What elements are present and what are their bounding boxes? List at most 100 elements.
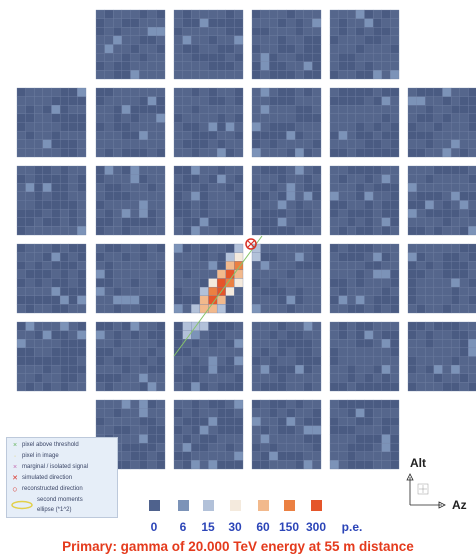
camera-module	[329, 9, 400, 80]
camera-pixel	[156, 27, 166, 37]
camera-pixel	[16, 200, 26, 210]
camera-pixel	[199, 347, 209, 357]
camera-pixel	[199, 9, 209, 19]
camera-pixel	[303, 417, 313, 427]
camera-pixel	[173, 226, 183, 236]
camera-pixel	[303, 442, 313, 452]
camera-pixel	[450, 130, 460, 140]
camera-module	[251, 399, 322, 470]
camera-pixel	[269, 373, 279, 383]
camera-pixel	[16, 339, 26, 349]
camera-pixel	[355, 460, 365, 470]
camera-pixel	[147, 52, 157, 62]
camera-pixel	[59, 139, 69, 149]
camera-pixel	[286, 122, 296, 132]
camera-pixel	[138, 304, 148, 314]
camera-pixel	[147, 18, 157, 28]
camera-pixel	[113, 61, 123, 71]
camera-pixel	[104, 35, 114, 45]
camera-pixel	[312, 139, 322, 149]
camera-pixel	[372, 217, 382, 227]
camera-pixel	[234, 339, 244, 349]
camera-pixel	[312, 61, 322, 71]
camera-pixel	[59, 148, 69, 158]
camera-pixel	[459, 139, 469, 149]
camera-pixel	[390, 434, 400, 444]
camera-pixel	[260, 269, 270, 279]
camera-pixel	[173, 27, 183, 37]
camera-pixel	[338, 208, 348, 218]
camera-pixel	[372, 252, 382, 262]
camera-pixel	[338, 52, 348, 62]
camera-pixel	[294, 460, 304, 470]
camera-pixel	[286, 339, 296, 349]
camera-pixel	[59, 96, 69, 106]
camera-pixel	[433, 364, 443, 374]
camera-pixel	[433, 226, 443, 236]
camera-pixel	[199, 330, 209, 340]
camera-pixel	[138, 442, 148, 452]
camera-pixel	[312, 286, 322, 296]
camera-pixel	[416, 139, 426, 149]
camera-pixel	[59, 122, 69, 132]
camera-pixel	[216, 226, 226, 236]
camera-pixel	[355, 356, 365, 366]
camera-pixel	[16, 269, 26, 279]
camera-pixel	[338, 174, 348, 184]
camera-pixel	[182, 87, 192, 97]
camera-pixel	[16, 347, 26, 357]
camera-pixel	[442, 278, 452, 288]
camera-pixel	[433, 191, 443, 201]
camera-pixel	[138, 44, 148, 54]
camera-pixel	[182, 417, 192, 427]
camera-pixel	[104, 87, 114, 97]
camera-pixel	[416, 113, 426, 123]
camera-pixel	[381, 243, 391, 253]
camera-pixel	[138, 356, 148, 366]
camera-pixel	[191, 165, 201, 175]
camera-pixel	[95, 286, 105, 296]
camera-pixel	[121, 269, 131, 279]
camera-pixel	[294, 339, 304, 349]
camera-pixel	[173, 252, 183, 262]
camera-pixel	[68, 130, 78, 140]
camera-pixel	[338, 183, 348, 193]
camera-pixel	[77, 373, 87, 383]
camera-pixel	[95, 122, 105, 132]
camera-pixel	[269, 70, 279, 80]
camera-pixel	[347, 347, 357, 357]
camera-pixel	[269, 304, 279, 314]
camera-pixel	[390, 364, 400, 374]
camera-pixel	[191, 183, 201, 193]
camera-pixel	[372, 425, 382, 435]
camera-pixel	[34, 217, 44, 227]
camera-pixel	[459, 130, 469, 140]
camera-pixel	[277, 174, 287, 184]
camera-pixel	[355, 304, 365, 314]
camera-pixel	[225, 261, 235, 271]
camera-pixel	[121, 35, 131, 45]
camera-pixel	[294, 269, 304, 279]
camera-pixel	[173, 35, 183, 45]
camera-pixel	[121, 70, 131, 80]
camera-pixel	[269, 200, 279, 210]
camera-pixel	[68, 252, 78, 262]
camera-pixel	[260, 339, 270, 349]
camera-pixel	[277, 208, 287, 218]
camera-modules	[16, 9, 476, 470]
camera-pixel	[433, 183, 443, 193]
camera-pixel	[260, 261, 270, 271]
camera-pixel	[364, 364, 374, 374]
camera-pixel	[191, 243, 201, 253]
camera-pixel	[390, 18, 400, 28]
camera-pixel	[68, 165, 78, 175]
camera-pixel	[459, 148, 469, 158]
camera-pixel	[407, 122, 417, 132]
camera-pixel	[468, 330, 476, 340]
camera-pixel	[156, 96, 166, 106]
camera-pixel	[173, 44, 183, 54]
camera-pixel	[16, 191, 26, 201]
camera-pixel	[442, 295, 452, 305]
camera-pixel	[113, 200, 123, 210]
camera-pixel	[208, 208, 218, 218]
